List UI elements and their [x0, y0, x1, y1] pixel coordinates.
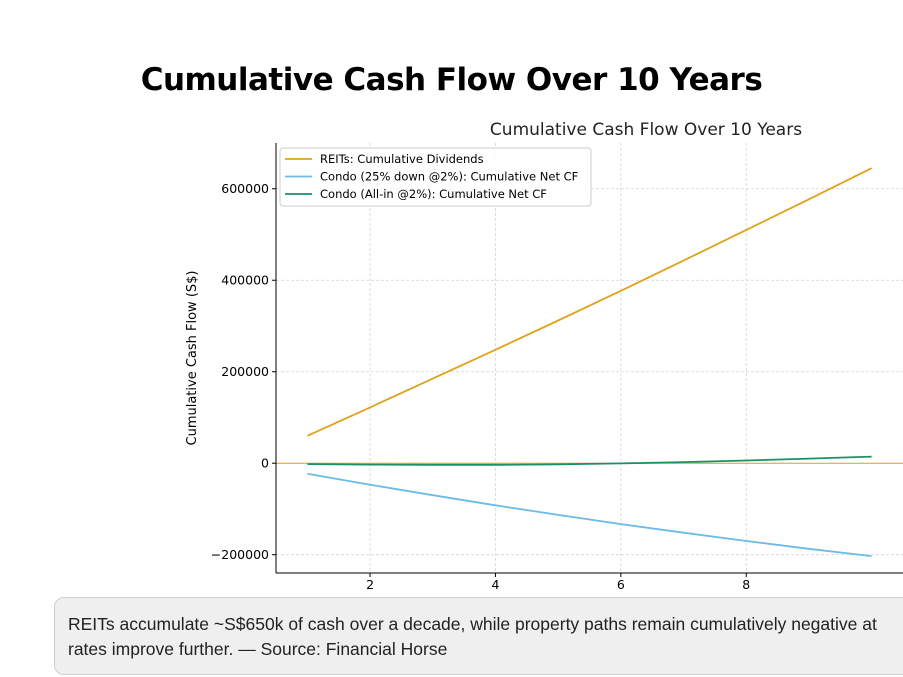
- chart-title: Cumulative Cash Flow Over 10 Years: [490, 120, 802, 140]
- x-tick-label: 2: [366, 577, 374, 592]
- x-tick-label: 6: [617, 577, 625, 592]
- cumulative-cash-flow-chart: 2 4 6 8 −200000 0 200000 400000 600000 Cumulativ…: [185, 120, 903, 592]
- series-line-1: [307, 167, 872, 437]
- legend-label-2: Condo (25% down @2%): Cumulative Net CF: [320, 170, 578, 184]
- series-layer: [307, 167, 872, 557]
- legend: REITs: Cumulative Dividends Condo (25% do…: [279, 147, 592, 207]
- y-tick-label: −200000: [211, 547, 269, 562]
- series-line-3: [307, 455, 872, 466]
- y-tick-label: 400000: [221, 273, 269, 288]
- grid-layer: [276, 143, 903, 573]
- y-tick-label: 0: [261, 456, 269, 471]
- y-tick-label: 200000: [221, 364, 269, 379]
- slide-title: Cumulative Cash Flow Over 10 Years: [140, 62, 763, 98]
- legend-label-1: REITs: Cumulative Dividends: [320, 152, 484, 166]
- x-tick-label: 4: [491, 577, 499, 592]
- legend-frame: [279, 147, 592, 207]
- legend-label-3: Condo (All-in @2%): Cumulative Net CF: [320, 187, 547, 201]
- caption-box: REITs accumulate ~S$650k of cash over a …: [54, 597, 903, 675]
- y-axis-label: Cumulative Cash Flow (S$): [185, 271, 200, 446]
- y-tick-label: 600000: [221, 181, 269, 196]
- series-line-2: [307, 472, 872, 557]
- x-tick-label: 8: [742, 577, 750, 592]
- axes-layer: 2 4 6 8 −200000 0 200000 400000 600000: [211, 143, 903, 592]
